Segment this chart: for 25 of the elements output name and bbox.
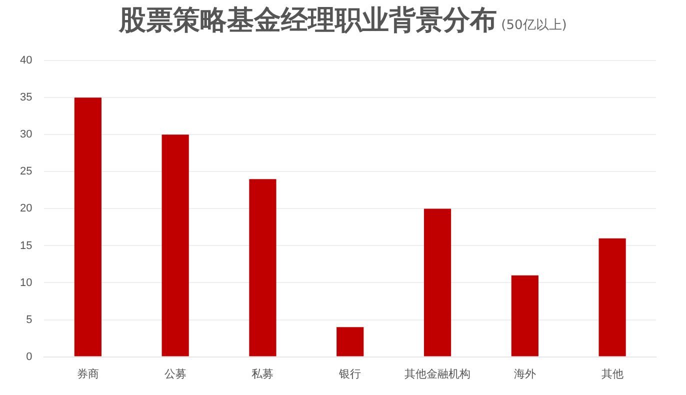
y-tick-label: 20 — [20, 202, 32, 215]
y-tick-label: 15 — [20, 240, 32, 252]
bar — [74, 98, 102, 356]
bar — [598, 238, 626, 356]
bar — [162, 134, 189, 356]
bar — [249, 179, 276, 356]
y-tick-label: 40 — [20, 54, 32, 67]
x-tick-label: 公募 — [164, 367, 186, 380]
bar — [336, 327, 364, 356]
bar — [424, 208, 452, 356]
x-tick-label: 私募 — [252, 367, 274, 380]
x-tick-label: 银行 — [338, 368, 362, 380]
x-tick-label: 其他 — [601, 367, 624, 380]
x-tick-label: 其他金融机构 — [404, 367, 471, 380]
x-tick-label: 海外 — [514, 368, 536, 380]
x-tick-label: 券商 — [76, 367, 99, 380]
y-tick-label: 30 — [20, 128, 32, 141]
chart-title: 股票策略基金经理职业背景分布 — [119, 5, 498, 36]
y-tick-label: 35 — [20, 92, 32, 104]
y-tick-label: 10 — [20, 276, 32, 289]
bar — [511, 275, 538, 356]
y-tick-label: 5 — [26, 314, 32, 326]
y-tick-label: 25 — [20, 166, 32, 178]
y-tick-label: 0 — [26, 350, 32, 363]
chart-subtitle: (50亿以上) — [501, 18, 567, 33]
